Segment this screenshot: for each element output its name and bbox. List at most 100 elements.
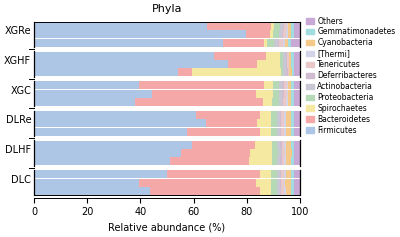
Bar	[272, 141, 277, 149]
Bar	[288, 22, 291, 30]
Bar	[271, 111, 277, 119]
Bar	[34, 90, 152, 98]
Bar	[284, 22, 287, 30]
Bar	[286, 30, 288, 38]
Bar	[278, 98, 282, 106]
Bar	[260, 170, 271, 178]
Bar	[271, 187, 277, 195]
Bar	[283, 30, 286, 38]
Bar	[277, 170, 280, 178]
Bar	[34, 98, 135, 106]
Legend: Others, Gemmatimonadetes, Cyanobacteria, [Thermi], Tenericutes, Deferribacteres,: Others, Gemmatimonadetes, Cyanobacteria,…	[306, 17, 395, 135]
Bar	[34, 179, 139, 187]
Bar	[287, 52, 288, 59]
Bar	[284, 170, 286, 178]
Bar	[294, 179, 300, 187]
Bar	[288, 30, 291, 38]
Bar	[291, 187, 294, 195]
Bar	[294, 119, 300, 127]
Bar	[283, 98, 286, 106]
Bar	[288, 98, 291, 106]
Bar	[214, 52, 266, 59]
Bar	[278, 39, 279, 47]
Bar	[294, 128, 300, 136]
Bar	[282, 30, 283, 38]
Bar	[257, 60, 280, 68]
Bar	[263, 98, 272, 106]
Bar	[277, 111, 280, 119]
Bar	[34, 22, 208, 30]
Bar	[34, 149, 181, 157]
Bar	[292, 141, 294, 149]
Bar	[294, 98, 300, 106]
Bar	[288, 68, 289, 76]
Bar	[260, 187, 271, 195]
Bar	[250, 149, 272, 157]
Bar	[34, 52, 214, 59]
Bar	[288, 90, 291, 98]
Bar	[280, 60, 283, 68]
Bar	[34, 119, 206, 127]
Bar	[286, 68, 288, 76]
Bar	[276, 179, 280, 187]
Bar	[291, 39, 300, 47]
Bar	[291, 90, 294, 98]
Bar	[282, 157, 284, 165]
Bar	[286, 149, 292, 157]
Bar	[34, 111, 196, 119]
Bar	[284, 157, 286, 165]
Bar	[291, 98, 294, 106]
Bar	[283, 39, 284, 47]
Bar	[287, 90, 288, 98]
Bar	[152, 90, 256, 98]
Bar	[274, 22, 280, 30]
Bar	[167, 170, 260, 178]
Bar	[192, 141, 255, 149]
Bar	[271, 179, 276, 187]
Bar	[273, 30, 279, 38]
Bar	[273, 90, 279, 98]
Bar	[282, 90, 284, 98]
Bar	[280, 141, 282, 149]
Bar	[280, 128, 281, 136]
Bar	[286, 141, 292, 149]
Bar	[280, 187, 281, 195]
Bar	[192, 68, 280, 76]
Bar	[286, 52, 287, 59]
Bar	[286, 60, 287, 68]
Bar	[256, 179, 271, 187]
Bar	[277, 157, 280, 165]
Bar	[281, 119, 284, 127]
Bar	[279, 90, 282, 98]
Bar	[280, 52, 283, 59]
Bar	[280, 68, 283, 76]
Bar	[286, 119, 291, 127]
Bar	[284, 179, 285, 187]
Bar	[255, 141, 272, 149]
Bar	[280, 157, 282, 165]
Bar	[294, 90, 300, 98]
Bar	[34, 157, 170, 165]
Bar	[277, 119, 280, 127]
Bar	[291, 81, 294, 89]
Bar	[291, 119, 294, 127]
Bar	[288, 81, 291, 89]
Bar	[294, 52, 300, 59]
Bar	[286, 98, 288, 106]
Bar	[286, 111, 291, 119]
Bar	[280, 149, 282, 157]
Bar	[294, 68, 300, 76]
Bar	[178, 68, 192, 76]
Bar	[196, 111, 260, 119]
Bar	[34, 187, 150, 195]
Bar	[277, 187, 280, 195]
Bar	[208, 22, 271, 30]
Bar	[291, 128, 294, 136]
Bar	[279, 81, 282, 89]
Bar	[294, 141, 300, 149]
Bar	[272, 98, 278, 106]
Bar	[260, 128, 271, 136]
Bar	[294, 187, 300, 195]
Bar	[283, 68, 286, 76]
Bar	[256, 90, 273, 98]
